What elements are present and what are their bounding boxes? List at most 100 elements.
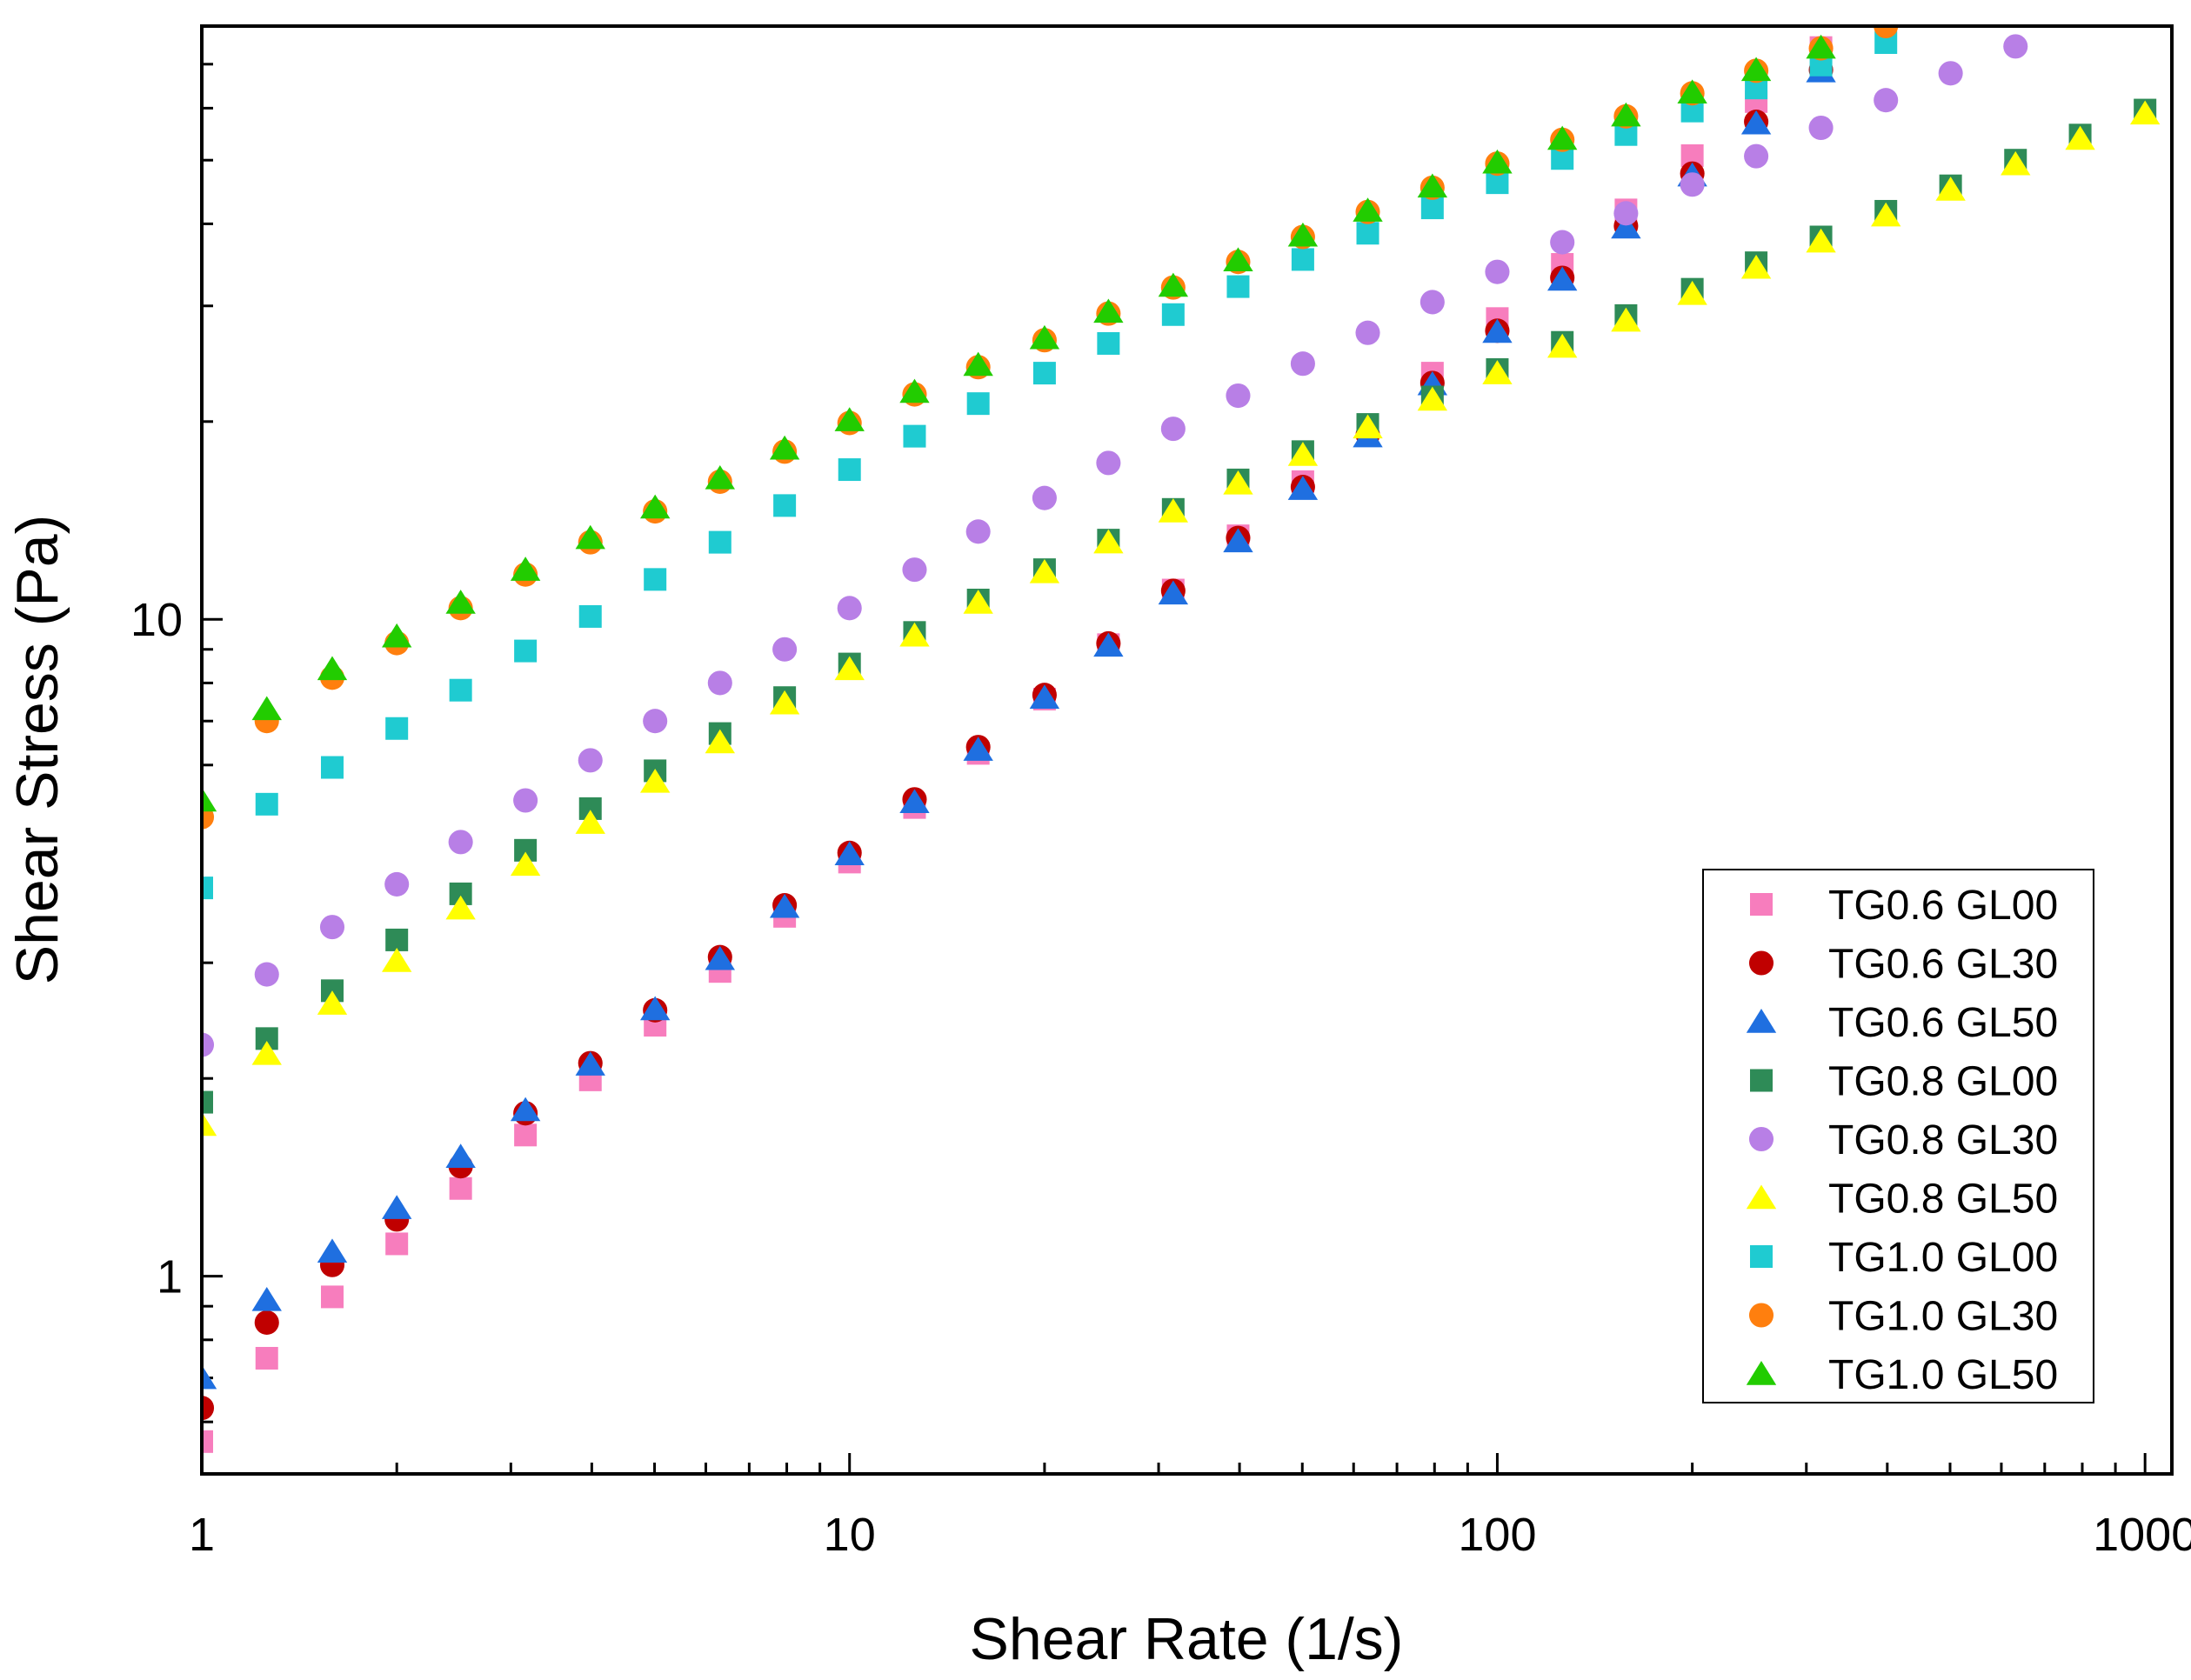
tick-labels: 1 10 100 1000 1 10 (130, 594, 2191, 1561)
data-point (769, 893, 800, 918)
data-point (1417, 386, 1448, 411)
data-point (1353, 197, 1383, 222)
data-point (1029, 558, 1060, 583)
data-point (202, 1364, 217, 1390)
legend-marker (1750, 1069, 1773, 1092)
data-point (773, 494, 797, 517)
data-point (639, 494, 671, 519)
data-point (1740, 57, 1772, 82)
x-tick-label: 100 (1458, 1509, 1536, 1561)
data-point (317, 1238, 348, 1263)
data-point (1419, 290, 1445, 315)
data-point (1287, 476, 1319, 500)
data-point (965, 519, 991, 544)
data-point (1547, 266, 1578, 291)
legend-marker (1748, 1303, 1774, 1328)
data-point (834, 407, 865, 431)
legend-marker (1748, 1126, 1774, 1152)
data-point (255, 792, 278, 816)
data-point (834, 841, 865, 865)
legend-label: TG1.0 GL50 (1828, 1352, 2058, 1398)
data-point (202, 1430, 213, 1453)
data-point (202, 1396, 215, 1421)
data-point (1871, 202, 1901, 227)
x-tick-label: 1000 (2093, 1509, 2191, 1561)
data-point (251, 696, 282, 721)
data-point (445, 1143, 476, 1168)
data-point (1097, 331, 1120, 355)
data-point (1032, 362, 1056, 385)
data-point (202, 1032, 215, 1057)
plot-frame (200, 24, 2174, 1476)
data-point (575, 1051, 605, 1076)
data-point (1806, 34, 1836, 59)
data-point (381, 1195, 412, 1219)
data-point (513, 788, 538, 813)
data-point (1677, 79, 1707, 104)
data-point (707, 670, 732, 696)
data-point (1482, 360, 1513, 384)
data-point (2003, 34, 2028, 59)
legend-label: TG0.8 GL00 (1828, 1059, 2058, 1105)
data-point (202, 1090, 213, 1114)
data-point (510, 557, 541, 581)
data-point (385, 717, 409, 740)
data-point (963, 590, 993, 614)
data-point (385, 1232, 409, 1256)
series-tg1-0-gl50 (202, 34, 1836, 812)
data-point (1093, 298, 1124, 323)
data-point (1482, 318, 1513, 343)
legend-marker (1750, 1245, 1773, 1268)
data-point (1740, 254, 1772, 279)
series-tg0-8-gl50 (202, 100, 2161, 1137)
data-point (899, 789, 930, 814)
legend-marker (1746, 1361, 1777, 1385)
data-point (1874, 26, 1899, 39)
data-point (510, 851, 541, 877)
y-axis-title: Shear Stress (Pa) (4, 515, 70, 984)
legend-label: TG0.8 GL50 (1828, 1177, 2058, 1223)
data-point (1611, 307, 1641, 332)
data-point (1160, 417, 1186, 442)
data-point (251, 1287, 282, 1311)
data-point (2001, 150, 2031, 176)
x-axis-title: Shear Rate (1/s) (970, 1606, 1404, 1672)
data-point (1287, 222, 1319, 247)
data-point (575, 524, 605, 550)
data-point (1420, 197, 1444, 220)
data-point (449, 678, 472, 702)
data-point (1223, 470, 1253, 495)
data-point (966, 392, 990, 416)
data-point (1938, 61, 1963, 86)
data-point (772, 637, 798, 662)
data-point (769, 690, 800, 715)
data-point (1223, 528, 1253, 553)
data-point (1613, 201, 1639, 226)
data-point (1808, 115, 1834, 141)
data-point (2129, 100, 2161, 125)
data-point (381, 623, 412, 648)
data-point (639, 996, 671, 1021)
data-point (1680, 172, 1705, 197)
y-tick-label: 1 (157, 1251, 183, 1303)
data-point (899, 378, 930, 403)
data-point (1874, 88, 1899, 113)
data-point (445, 590, 476, 614)
data-point (254, 1310, 279, 1335)
data-point (1355, 320, 1380, 345)
data-point (902, 557, 927, 583)
data-point (1806, 228, 1836, 253)
data-point (514, 639, 538, 663)
data-point (1611, 214, 1641, 239)
data-point (449, 1177, 472, 1200)
data-point (1740, 110, 1772, 135)
data-point (1356, 222, 1379, 245)
data-point (385, 928, 409, 951)
series-tg1-0-gl00 (202, 30, 1898, 900)
data-point (2065, 125, 2095, 150)
data-point (1093, 529, 1124, 554)
data-point (963, 351, 993, 377)
legend-label: TG0.6 GL30 (1828, 942, 2058, 988)
series-tg0-8-gl30 (202, 34, 2028, 1057)
